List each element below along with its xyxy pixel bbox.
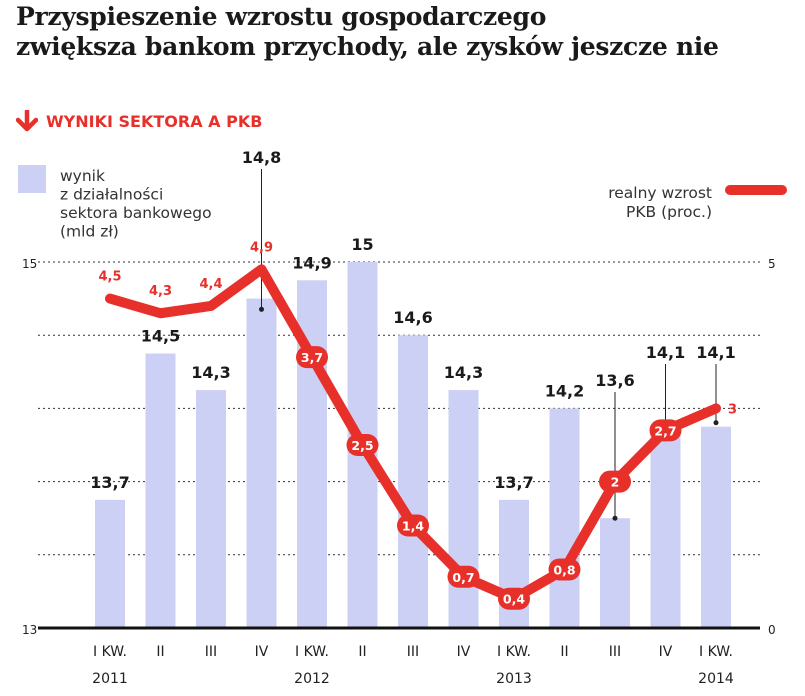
x-tick-label: I KW. — [295, 644, 329, 660]
bar — [196, 390, 226, 628]
x-tick-label: I KW. — [93, 644, 127, 660]
line-value-pill — [498, 587, 530, 610]
line-value-label: 4,3 — [149, 284, 172, 299]
bar-value-label: 14,8 — [242, 148, 281, 167]
x-tick-label: I KW. — [497, 644, 531, 660]
bar — [246, 298, 277, 628]
line-value-label: 4,9 — [250, 240, 273, 255]
bar-value-label: 14,1 — [646, 343, 685, 362]
bar-value-label: 14,3 — [191, 363, 230, 382]
x-tick-label: IV — [457, 644, 471, 660]
legend-line-label: PKB (proc.) — [626, 203, 712, 221]
chart-title-line2: zwiększa bankom przychody, ale zysków je… — [16, 32, 719, 61]
legend-bar-label: sektora bankowego — [60, 204, 212, 222]
line-value-pill — [296, 346, 328, 369]
line-value-label: 0,8 — [553, 562, 575, 577]
bar-value-label: 13,7 — [90, 473, 129, 492]
bar — [650, 426, 681, 628]
bar-value-label: 14,5 — [141, 327, 180, 346]
y-left-tick-label: 15 — [22, 257, 37, 271]
y-right-tick-label: 5 — [768, 257, 776, 271]
line-value-label: 0,7 — [452, 570, 474, 585]
x-year-label: 2011 — [92, 671, 128, 687]
line-value-pill — [649, 419, 682, 442]
line-value-label: 3,7 — [301, 350, 323, 365]
x-year-label: 2014 — [698, 671, 734, 687]
leader-dot — [259, 306, 264, 312]
y-left-tick-label: 13 — [22, 623, 37, 637]
bar-value-label: 15 — [351, 235, 373, 254]
arrow-down-icon — [16, 110, 38, 132]
bar — [398, 335, 428, 628]
legend-bar-label: (mld zł) — [60, 223, 119, 241]
leader-dot — [713, 420, 719, 426]
line-value-label: 0,4 — [503, 592, 525, 607]
bar — [600, 518, 630, 628]
line-value-pill — [346, 434, 379, 456]
line-value-label: 3 — [728, 402, 737, 417]
bar-value-label: 14,1 — [696, 343, 735, 362]
line-value-pill — [447, 565, 480, 588]
bar-value-label: 14,3 — [444, 363, 483, 382]
line-value-label: 4,4 — [199, 277, 222, 292]
line-value-label: 2 — [611, 475, 620, 490]
line-value-pill — [599, 470, 631, 493]
bar-value-label: 14,9 — [292, 253, 331, 272]
line-value-label: 4,5 — [98, 270, 121, 285]
line-value-pill — [548, 558, 581, 581]
legend-bar-swatch — [18, 165, 46, 193]
x-tick-label: II — [560, 644, 568, 660]
x-tick-label: III — [205, 644, 217, 660]
leader-dot — [612, 515, 618, 521]
bar-value-label: 13,6 — [595, 371, 634, 390]
x-tick-label: IV — [659, 644, 673, 660]
line-value-label: 2,5 — [351, 438, 373, 453]
x-tick-label: III — [407, 644, 419, 660]
x-year-label: 2013 — [496, 671, 532, 687]
bar — [448, 390, 479, 628]
x-year-label: 2012 — [294, 671, 330, 687]
line-value-label: 1,4 — [402, 519, 424, 534]
line-value-label: 2,7 — [654, 423, 676, 438]
x-tick-label: IV — [255, 644, 269, 660]
section-header: WYNIKI SEKTORA A PKB — [16, 110, 262, 132]
section-label: WYNIKI SEKTORA A PKB — [46, 111, 263, 131]
chart-title-line1: Przyspieszenie wzrostu gospodarczego — [16, 2, 547, 31]
line-value-pill — [397, 514, 429, 537]
bar — [549, 408, 580, 628]
bar-value-label: 14,2 — [545, 381, 584, 400]
bar — [701, 426, 731, 628]
x-tick-label: II — [156, 644, 164, 660]
chart-title: Przyspieszenie wzrostu gospodarczego zwi… — [16, 2, 719, 62]
x-tick-label: I KW. — [699, 644, 733, 660]
legend-bar-label: z działalności — [60, 186, 163, 204]
x-tick-label: II — [358, 644, 366, 660]
bar — [145, 353, 176, 628]
bar-value-label: 14,6 — [393, 308, 432, 327]
legend-line-label: realny wzrost — [608, 184, 712, 202]
x-tick-label: III — [609, 644, 621, 660]
y-right-tick-label: 0 — [768, 623, 776, 637]
bar — [95, 499, 125, 628]
bar-value-label: 13,7 — [494, 473, 533, 492]
legend-bar-label: wynik — [60, 167, 105, 185]
